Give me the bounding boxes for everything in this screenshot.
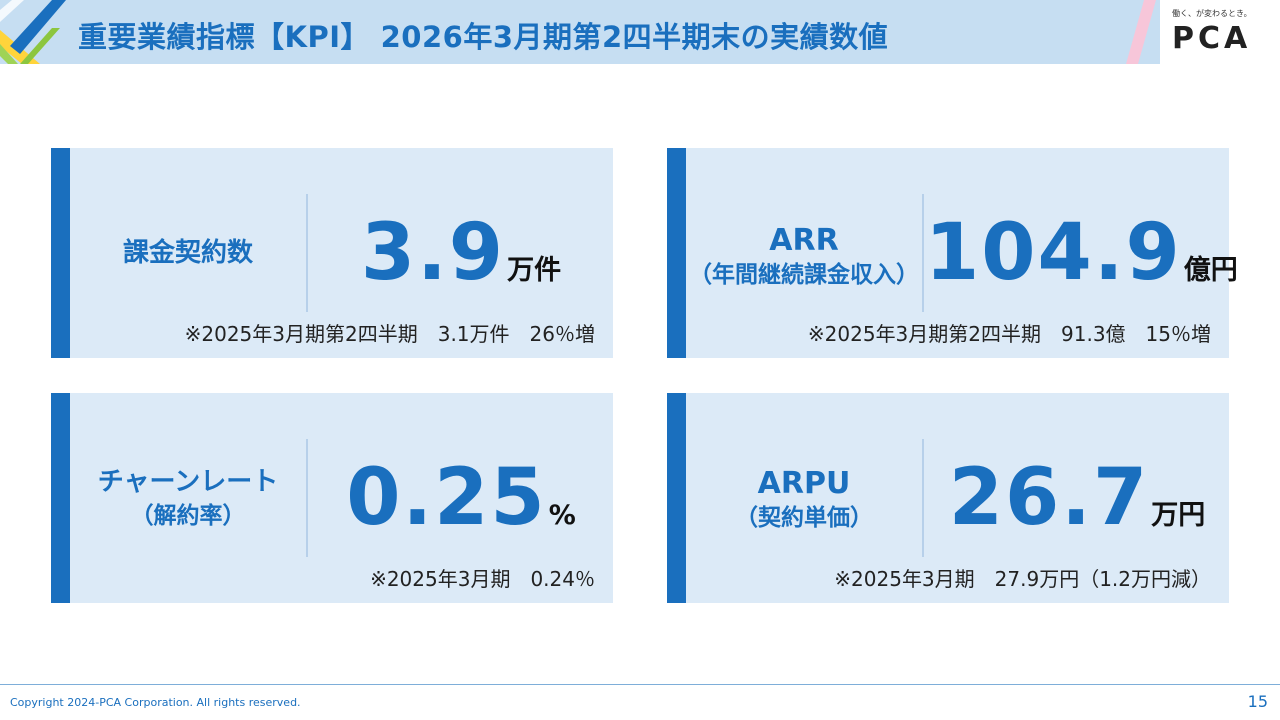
kpi-value: 0.25 <box>346 453 547 543</box>
kpi-label: ARPU <box>757 466 851 501</box>
kpi-comparison-note: ※2025年3月期第2四半期 91.3億 15％増 <box>807 322 1211 346</box>
page-number: 15 <box>1247 692 1268 711</box>
kpi-value-group: 3.9万件 <box>309 208 613 298</box>
kpi-label-group: チャーンレート （解約率） <box>70 465 306 533</box>
kpi-label-group: ARR （年間継続課金収入） <box>686 224 922 292</box>
header-bar <box>0 0 1160 64</box>
kpi-card-arpu: ARPU （契約単価） 26.7万円 ※2025年3月期 27.9万円（1.2万… <box>667 393 1229 603</box>
kpi-unit: % <box>548 500 576 531</box>
corner-decoration <box>0 0 66 64</box>
kpi-value-group: 26.7万円 <box>925 453 1229 543</box>
card-divider <box>922 439 924 557</box>
kpi-label-sub: （解約率） <box>130 503 246 529</box>
card-accent-bar <box>667 393 686 603</box>
kpi-card-arr: ARR （年間継続課金収入） 104.9億円 ※2025年3月期第2四半期 91… <box>667 148 1238 358</box>
page-title: 重要業績指標【KPI】 2026年3月期第2四半期末の実績数値 <box>78 20 889 54</box>
kpi-unit: 万件 <box>507 255 562 286</box>
kpi-value: 3.9 <box>360 208 506 298</box>
kpi-value: 104.9 <box>925 208 1182 298</box>
card-divider <box>306 439 308 557</box>
card-divider <box>922 194 924 312</box>
company-logo: 働く、が変わるとき。 PCA <box>1172 8 1272 64</box>
kpi-unit: 億円 <box>1183 255 1238 286</box>
kpi-unit: 万円 <box>1151 500 1206 531</box>
logo-text: PCA <box>1172 21 1252 56</box>
kpi-comparison-note: ※2025年3月期第2四半期 3.1万件 26％増 <box>184 322 595 346</box>
kpi-value-group: 0.25% <box>309 453 613 543</box>
kpi-comparison-note: ※2025年3月期 0.24％ <box>370 567 595 591</box>
card-accent-bar <box>51 393 70 603</box>
kpi-value: 26.7 <box>948 453 1150 543</box>
kpi-comparison-note: ※2025年3月期 27.9万円（1.2万円減） <box>834 567 1211 591</box>
kpi-label-sub: （契約単価） <box>735 505 873 531</box>
footer-divider <box>0 684 1280 685</box>
kpi-label: 課金契約数 <box>122 238 253 268</box>
card-accent-bar <box>51 148 70 358</box>
kpi-label: ARR <box>769 223 839 258</box>
header-stripe-decoration <box>1126 0 1156 64</box>
kpi-label: チャーンレート <box>97 467 279 497</box>
copyright-text: Copyright 2024-PCA Corporation. All righ… <box>10 696 301 709</box>
kpi-label-sub: （年間継続課金収入） <box>689 262 919 288</box>
kpi-card-churn: チャーンレート （解約率） 0.25% ※2025年3月期 0.24％ <box>51 393 613 603</box>
kpi-card-contracts: 課金契約数 3.9万件 ※2025年3月期第2四半期 3.1万件 26％増 <box>51 148 613 358</box>
kpi-value-group: 104.9億円 <box>925 208 1238 298</box>
card-accent-bar <box>667 148 686 358</box>
card-divider <box>306 194 308 312</box>
kpi-label-group: ARPU （契約単価） <box>686 467 922 535</box>
logo-tagline: 働く、が変わるとき。 <box>1172 9 1252 18</box>
